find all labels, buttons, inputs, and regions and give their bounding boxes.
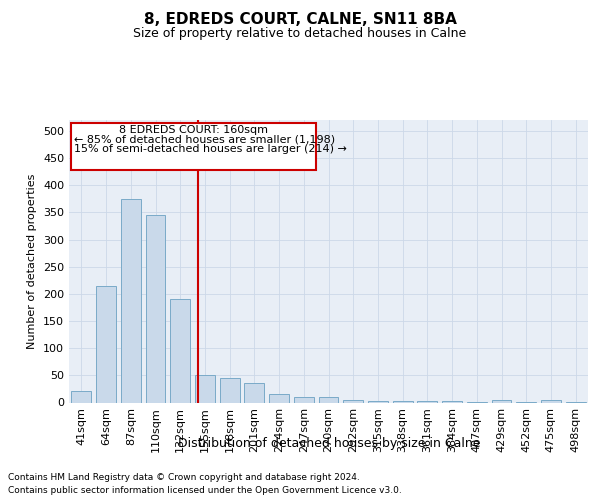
FancyBboxPatch shape xyxy=(71,122,316,170)
Bar xyxy=(491,400,511,402)
Bar xyxy=(146,215,166,402)
Bar xyxy=(121,199,140,402)
Bar xyxy=(220,378,239,402)
Bar xyxy=(269,394,289,402)
Text: 8 EDREDS COURT: 160sqm: 8 EDREDS COURT: 160sqm xyxy=(119,125,268,135)
Bar xyxy=(294,397,314,402)
Text: Size of property relative to detached houses in Calne: Size of property relative to detached ho… xyxy=(133,28,467,40)
Bar xyxy=(96,286,116,403)
Bar xyxy=(71,390,91,402)
Text: Contains HM Land Registry data © Crown copyright and database right 2024.: Contains HM Land Registry data © Crown c… xyxy=(8,472,359,482)
Text: 15% of semi-detached houses are larger (214) →: 15% of semi-detached houses are larger (… xyxy=(74,144,347,154)
Bar xyxy=(541,400,561,402)
Bar xyxy=(170,300,190,403)
Text: Contains public sector information licensed under the Open Government Licence v3: Contains public sector information licen… xyxy=(8,486,401,495)
Y-axis label: Number of detached properties: Number of detached properties xyxy=(28,174,37,349)
Bar xyxy=(244,384,264,402)
Bar xyxy=(195,376,215,402)
Bar xyxy=(319,397,338,402)
Bar xyxy=(343,400,363,402)
Text: 8, EDREDS COURT, CALNE, SN11 8BA: 8, EDREDS COURT, CALNE, SN11 8BA xyxy=(143,12,457,28)
Text: Distribution of detached houses by size in Calne: Distribution of detached houses by size … xyxy=(178,438,480,450)
Text: ← 85% of detached houses are smaller (1,198): ← 85% of detached houses are smaller (1,… xyxy=(74,134,335,144)
